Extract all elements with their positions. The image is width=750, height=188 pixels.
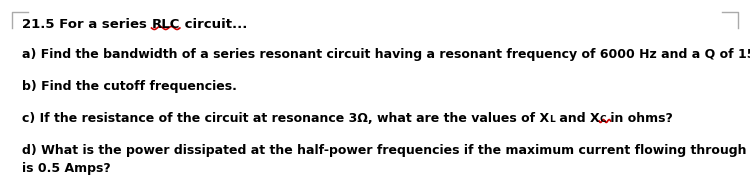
Text: d) What is the power dissipated at the half-power frequencies if the maximum cur: d) What is the power dissipated at the h… — [22, 144, 750, 157]
Text: b) Find the cutoff frequencies.: b) Find the cutoff frequencies. — [22, 80, 237, 93]
Text: in ohms?: in ohms? — [606, 112, 673, 125]
Text: 21.5 For a series: 21.5 For a series — [22, 18, 152, 31]
Text: c) If the resistance of the circuit at resonance 3Ω, what are the values of X: c) If the resistance of the circuit at r… — [22, 112, 549, 125]
Text: is 0.5 Amps?: is 0.5 Amps? — [22, 162, 111, 175]
Text: RLC: RLC — [152, 18, 180, 31]
Text: C: C — [599, 115, 606, 124]
Text: L: L — [549, 115, 555, 124]
Text: a) Find the bandwidth of a series resonant circuit having a resonant frequency o: a) Find the bandwidth of a series resona… — [22, 48, 750, 61]
Text: circuit...: circuit... — [180, 18, 248, 31]
Text: and X: and X — [555, 112, 599, 125]
